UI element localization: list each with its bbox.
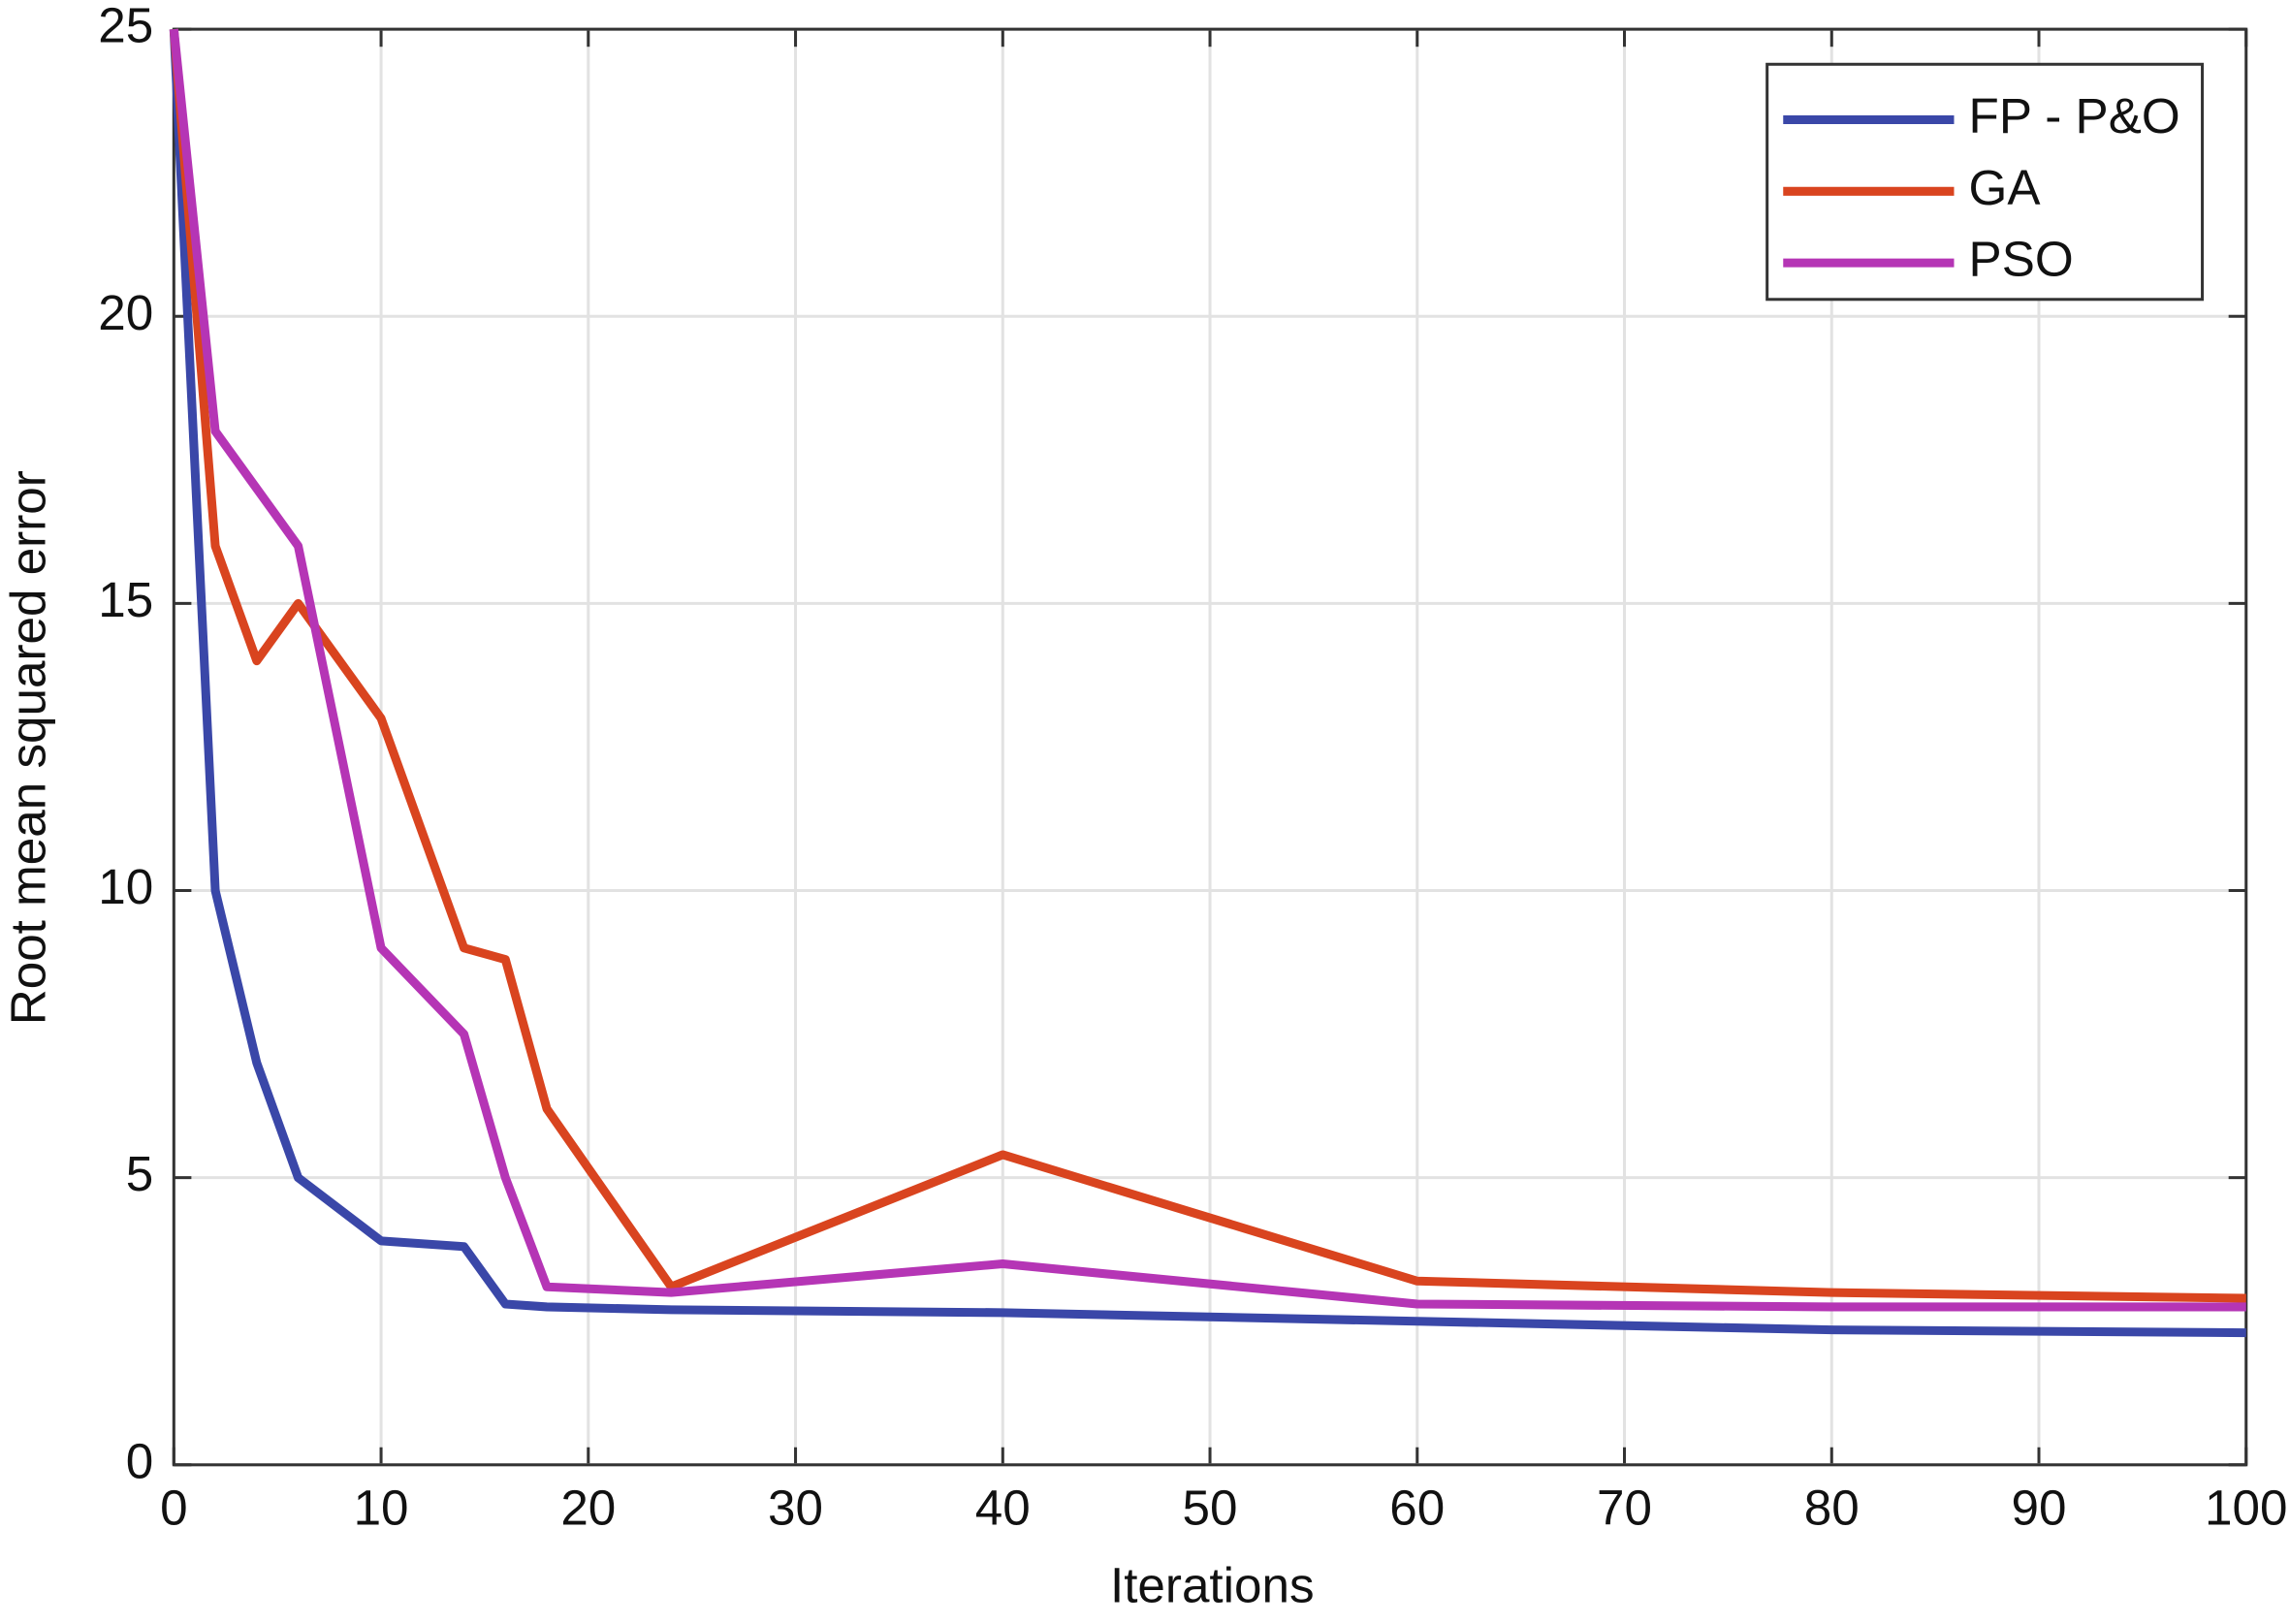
x-tick-label: 40	[975, 1481, 1031, 1536]
x-tick-label: 100	[2205, 1481, 2287, 1536]
y-tick-label: 10	[98, 859, 153, 914]
series-line	[169, 28, 2246, 1338]
x-tick-label: 90	[2012, 1481, 2067, 1536]
y-tick-label: 5	[126, 1146, 153, 1201]
x-tick-label: 80	[1804, 1481, 1860, 1536]
y-tick-label: 20	[98, 285, 153, 340]
x-tick-label: 30	[768, 1481, 823, 1536]
legend-label: FP - P&O	[1969, 88, 2180, 143]
x-tick-label: 0	[160, 1481, 187, 1536]
x-tick-label: 50	[1183, 1481, 1238, 1536]
y-tick-label: 25	[98, 0, 153, 53]
x-tick-label: 20	[560, 1481, 616, 1536]
series-line	[169, 28, 2246, 1312]
x-tick-label: 10	[354, 1481, 409, 1536]
y-axis-label: Root mean squared error	[1, 470, 56, 1025]
x-tick-label: 70	[1597, 1481, 1652, 1536]
x-axis-label: Iterations	[1110, 1557, 1315, 1612]
series-line	[169, 28, 2246, 1303]
legend-label: PSO	[1969, 232, 2074, 287]
plot-frame	[172, 27, 2248, 1467]
legend-label: GA	[1969, 160, 2042, 215]
y-tick-label: 15	[98, 572, 153, 627]
x-tick-label: 60	[1389, 1481, 1445, 1536]
y-tick-label: 0	[126, 1433, 153, 1488]
